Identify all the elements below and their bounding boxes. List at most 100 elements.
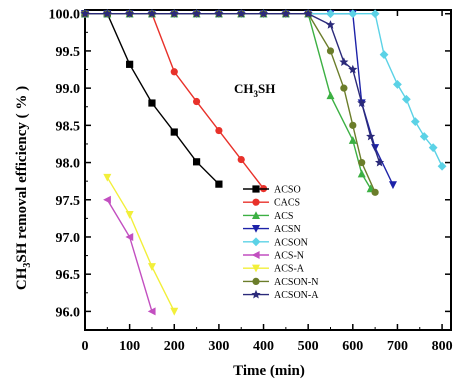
legend-swatch-marker bbox=[252, 264, 260, 273]
legend-item: ACS bbox=[243, 211, 293, 222]
chart-annotation: CH3SH bbox=[234, 81, 275, 99]
legend-label: ACS bbox=[274, 211, 293, 222]
data-point bbox=[281, 8, 291, 18]
legend-label: ACSON bbox=[274, 237, 308, 248]
legend-item: ACSN bbox=[243, 224, 301, 235]
y-tick-label: 97.0 bbox=[56, 231, 81, 246]
data-point bbox=[103, 173, 112, 182]
series-line bbox=[85, 13, 372, 189]
legend-label: ACSON-A bbox=[274, 290, 319, 301]
series-acs-a bbox=[103, 173, 179, 316]
y-tick-label: 99.0 bbox=[56, 82, 81, 97]
data-point bbox=[349, 121, 357, 129]
data-point bbox=[170, 68, 178, 76]
data-point bbox=[258, 8, 269, 18]
x-tick-label: 700 bbox=[387, 339, 408, 354]
data-point bbox=[148, 99, 156, 107]
legend-swatch-marker bbox=[252, 185, 260, 193]
data-point bbox=[410, 117, 420, 127]
x-tick-label: 200 bbox=[164, 339, 185, 354]
data-point bbox=[348, 9, 358, 19]
x-tick-label: 600 bbox=[342, 339, 363, 354]
legend-item: CACS bbox=[243, 198, 300, 209]
legend-label: ACSN bbox=[274, 224, 301, 235]
data-point bbox=[340, 84, 348, 92]
data-point bbox=[348, 64, 358, 74]
x-tick-label: 300 bbox=[208, 339, 229, 354]
data-point bbox=[326, 47, 335, 55]
data-point bbox=[80, 8, 90, 18]
data-point bbox=[303, 8, 313, 18]
legend-label: ACSON-N bbox=[274, 277, 318, 288]
data-point bbox=[358, 158, 366, 167]
y-tick-label: 97.5 bbox=[56, 194, 81, 209]
data-point bbox=[366, 131, 376, 141]
legend-swatch-marker bbox=[251, 237, 261, 247]
x-tick-label: 400 bbox=[253, 339, 274, 354]
legend: ACSO CACS ACS ACSN ACSON ACS-N ACS-A ACSON-N ACS… bbox=[243, 185, 319, 301]
data-point bbox=[125, 8, 135, 18]
data-point bbox=[125, 232, 134, 241]
legend-label: ACS-A bbox=[274, 264, 305, 275]
series-acs bbox=[81, 9, 375, 193]
series-line bbox=[85, 13, 265, 190]
series-line bbox=[106, 177, 175, 312]
data-point bbox=[170, 307, 179, 316]
data-point bbox=[215, 180, 223, 188]
data-point bbox=[147, 8, 157, 18]
series-cacs bbox=[81, 10, 268, 193]
data-point bbox=[326, 91, 335, 100]
data-point bbox=[103, 195, 111, 204]
data-point bbox=[192, 97, 201, 106]
data-point bbox=[437, 161, 447, 171]
legend-item: ACS-N bbox=[243, 251, 304, 262]
legend-swatch-marker bbox=[252, 211, 260, 219]
legend-label: ACS-N bbox=[274, 251, 304, 262]
data-point bbox=[428, 143, 438, 153]
data-point bbox=[325, 20, 336, 29]
data-point bbox=[214, 8, 224, 18]
data-point bbox=[169, 8, 179, 18]
data-point bbox=[401, 94, 411, 104]
data-point bbox=[192, 158, 201, 166]
data-point bbox=[215, 126, 223, 135]
legend-swatch-marker bbox=[251, 289, 261, 299]
data-point bbox=[371, 188, 379, 196]
x-tick-label: 100 bbox=[119, 339, 140, 354]
data-point bbox=[419, 132, 429, 141]
axes: 0 100 200 300 400 500 600 700 800 96.0 96.5 97.0 97.… bbox=[49, 8, 453, 354]
data-point bbox=[236, 8, 246, 18]
legend-swatch-marker bbox=[252, 225, 260, 233]
y-tick-label: 99.5 bbox=[56, 45, 81, 60]
data-point bbox=[357, 169, 366, 178]
data-point bbox=[370, 9, 380, 19]
data-point bbox=[388, 181, 397, 190]
legend-label: CACS bbox=[274, 198, 300, 209]
y-tick-label: 96.5 bbox=[56, 268, 81, 283]
data-point bbox=[393, 80, 402, 89]
y-tick-label: 96.0 bbox=[56, 305, 81, 320]
x-tick-label: 800 bbox=[432, 339, 453, 354]
legend-swatch-marker bbox=[252, 198, 260, 206]
series-acson-a bbox=[80, 8, 385, 167]
x-tick-label: 500 bbox=[298, 339, 319, 354]
legend-swatch-marker bbox=[251, 251, 260, 259]
data-point bbox=[357, 98, 367, 107]
y-tick-label: 98.0 bbox=[56, 157, 81, 172]
data-point bbox=[147, 307, 156, 316]
data-point bbox=[170, 128, 178, 136]
data-point bbox=[339, 57, 349, 66]
series-group bbox=[80, 8, 447, 316]
plot-area bbox=[84, 9, 452, 331]
data-point bbox=[326, 9, 335, 19]
legend-item: ACSON-N bbox=[243, 277, 318, 288]
y-tick-label: 100.0 bbox=[49, 8, 81, 23]
legend-item: ACSON bbox=[243, 237, 308, 248]
legend-item: ACSO bbox=[243, 185, 301, 196]
series-acs-n bbox=[103, 195, 156, 316]
data-point bbox=[102, 8, 112, 18]
data-point bbox=[147, 263, 156, 271]
data-point bbox=[379, 50, 389, 60]
